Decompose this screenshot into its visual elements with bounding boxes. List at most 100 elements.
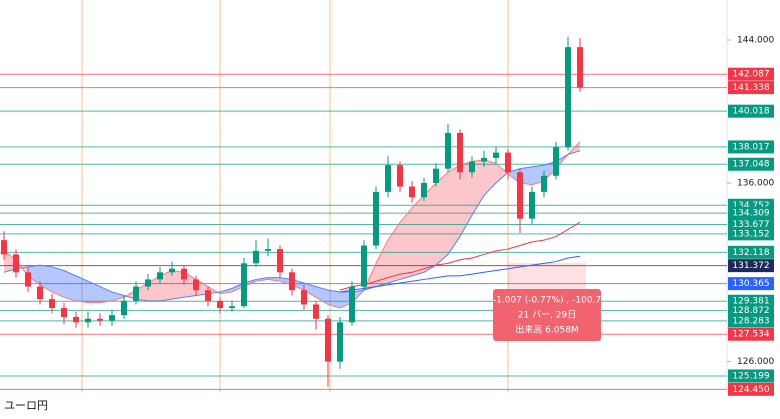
candle-body xyxy=(445,132,451,169)
candles xyxy=(1,36,583,387)
level-label: 137.048 xyxy=(732,160,769,170)
level-label: 134.309 xyxy=(732,209,769,219)
level-label: 128.283 xyxy=(732,316,769,326)
cloud-fill xyxy=(88,281,100,303)
cloud-fill xyxy=(460,161,472,237)
level-label: 128.872 xyxy=(732,306,769,316)
candle-body xyxy=(241,263,247,307)
cloud-fill xyxy=(328,290,340,309)
level-label-box xyxy=(728,227,774,241)
candle-body xyxy=(253,250,259,264)
cloud-fill xyxy=(400,207,412,280)
tooltip-bars: 21 バー, 29日 xyxy=(518,310,577,321)
cloud-fill xyxy=(40,265,52,292)
level-label: 125.199 xyxy=(732,371,769,381)
level-label: 140.018 xyxy=(732,107,769,117)
level-label-box xyxy=(728,157,774,171)
candle-body xyxy=(265,249,271,251)
candle-body xyxy=(61,308,67,317)
candle-body xyxy=(541,175,547,192)
level-label-box xyxy=(728,277,774,291)
level-label-box xyxy=(728,303,774,317)
cloud-fill xyxy=(448,165,460,255)
candle-body xyxy=(25,272,31,287)
level-label: 129.381 xyxy=(732,297,769,307)
candle-body xyxy=(433,168,439,183)
cloud-fill xyxy=(304,283,316,298)
y-tick-label: 136.000 xyxy=(737,178,774,188)
candle-body xyxy=(205,290,211,301)
tooltip-volume: 出来高 6.058M xyxy=(515,324,578,336)
candle-body xyxy=(37,286,43,300)
cloud-fill xyxy=(436,172,448,266)
candle-body xyxy=(493,152,499,158)
cloud-fill xyxy=(496,163,508,183)
cloud-fill xyxy=(484,159,496,196)
level-label: 141.338 xyxy=(732,83,769,93)
level-label-box xyxy=(728,314,774,328)
candle-body xyxy=(529,191,535,219)
candle-body xyxy=(577,47,583,88)
moving-average xyxy=(339,255,581,293)
level-label: 124.450 xyxy=(732,385,769,395)
cloud-fill xyxy=(28,265,40,285)
candle-body xyxy=(313,304,319,319)
candle-body xyxy=(469,161,475,173)
level-label-box xyxy=(728,104,774,118)
price-axis: 126.000 136.000 144.000 142.087 141.338 140.0… xyxy=(727,36,774,396)
candle-body xyxy=(421,182,427,198)
tooltip-change: -1.007 (-0.77%) , -100.7 xyxy=(493,296,601,306)
cloud-fill xyxy=(412,195,424,276)
candle-body xyxy=(49,299,55,309)
cloud-fill xyxy=(316,286,328,305)
candle-body xyxy=(145,279,151,287)
candle-body xyxy=(301,290,307,305)
candle-body xyxy=(169,268,175,273)
level-label: 134.752 xyxy=(732,201,769,211)
level-label-box xyxy=(728,67,774,81)
level-label-box xyxy=(728,369,774,383)
candle-body xyxy=(373,191,379,246)
candle-body xyxy=(325,318,331,362)
candle-body xyxy=(349,286,355,323)
tooltip-box xyxy=(493,289,601,341)
candle-body xyxy=(181,268,187,280)
candle-body xyxy=(193,279,199,291)
candle-body xyxy=(13,254,19,273)
range-tool xyxy=(508,263,586,290)
level-label-box xyxy=(728,327,774,341)
tooltip: -1.007 (-0.77%) , -100.7 21 バー, 29日 出来高 … xyxy=(493,289,601,341)
candle-body xyxy=(553,147,559,176)
level-label: 138.017 xyxy=(732,142,769,152)
candle-body xyxy=(133,286,139,301)
candle-body xyxy=(481,157,487,162)
level-label: 142.087 xyxy=(732,70,769,80)
y-tick-label: 144.000 xyxy=(737,36,774,46)
cloud xyxy=(4,141,580,309)
symbol-label: ユーロ円 xyxy=(4,399,48,412)
moving-average xyxy=(339,221,581,291)
candle-body xyxy=(337,322,343,362)
candle-body xyxy=(217,300,223,309)
candle-body xyxy=(397,165,403,187)
candle-body xyxy=(409,186,415,198)
level-label: 132.118 xyxy=(732,248,769,258)
candle-body xyxy=(1,240,7,255)
candle-body xyxy=(97,318,103,321)
level-label: 130.365 xyxy=(732,279,769,289)
level-label-box xyxy=(728,81,774,95)
candle-body xyxy=(73,316,79,323)
candle-body xyxy=(361,245,367,287)
candle-body xyxy=(385,165,391,192)
candle-body xyxy=(85,318,91,323)
level-label: 133.152 xyxy=(732,229,769,239)
candle-body xyxy=(109,315,115,321)
level-label: 133.677 xyxy=(732,220,769,230)
cloud-fill xyxy=(76,275,88,303)
candle-body xyxy=(289,272,295,291)
candle-body xyxy=(565,47,571,148)
y-tick-label: 126.000 xyxy=(737,357,774,367)
candle-body xyxy=(457,132,463,173)
level-label-box xyxy=(728,206,774,220)
